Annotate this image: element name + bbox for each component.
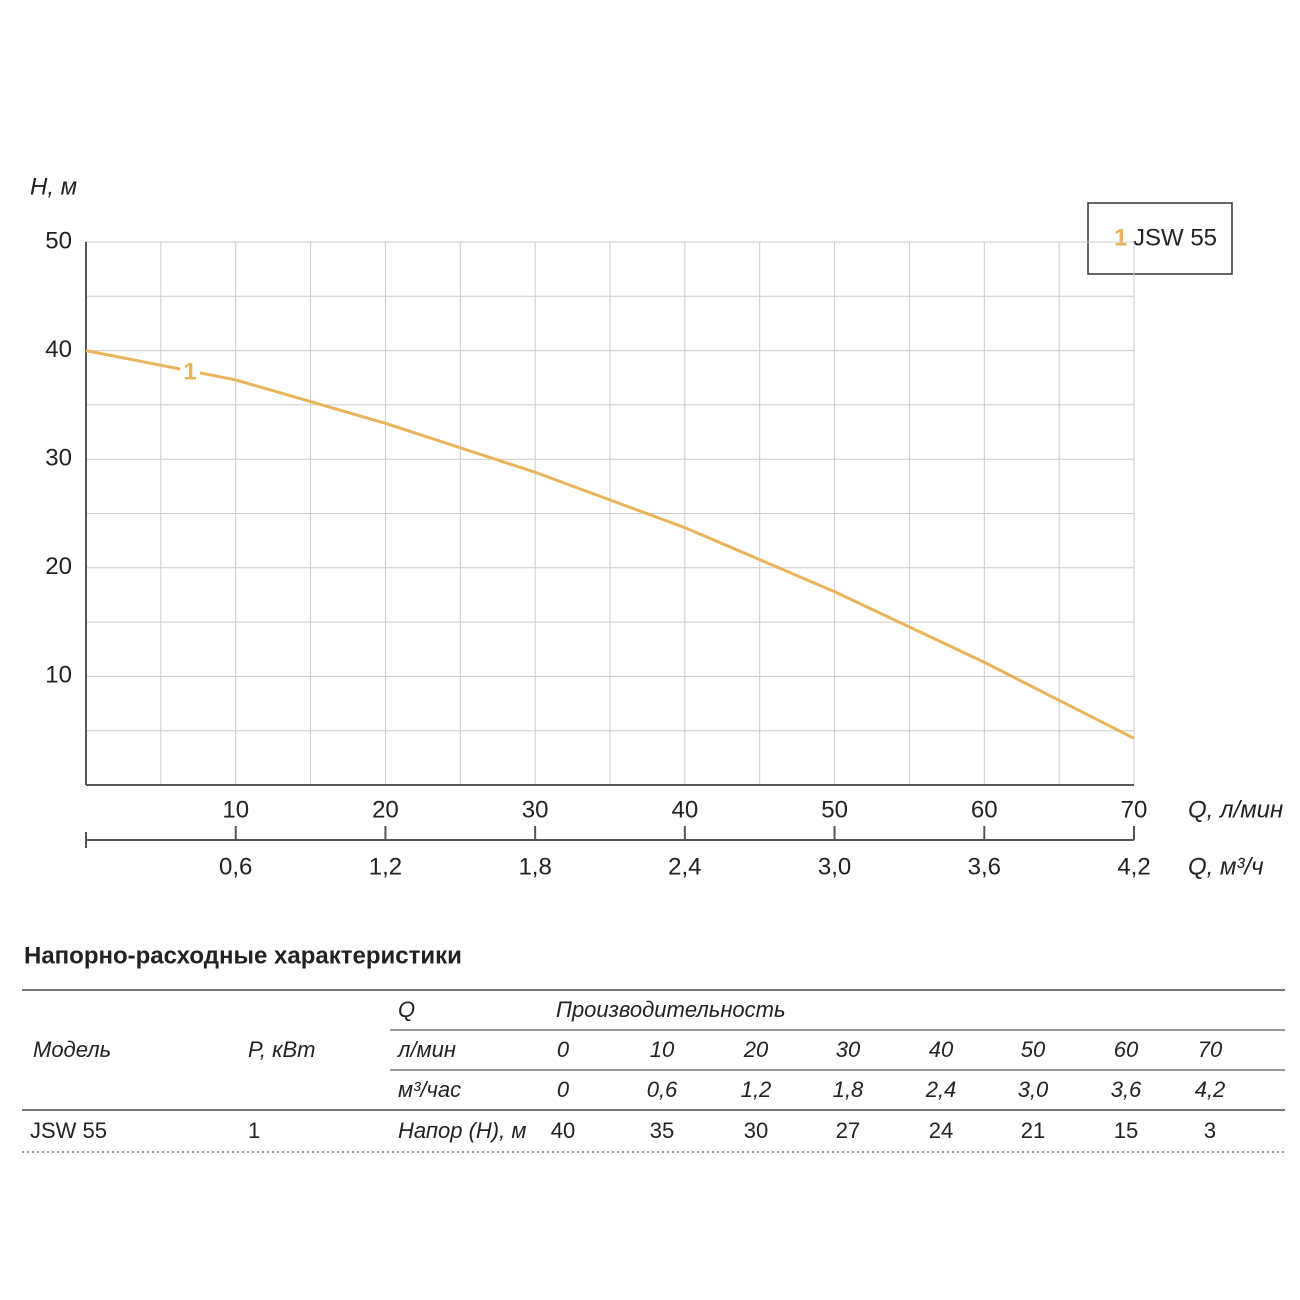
table-cell: 0 (557, 1037, 570, 1062)
x-tick-label: 60 (971, 796, 998, 823)
table-cell: 0 (557, 1077, 570, 1102)
x-tick-label: 40 (672, 796, 699, 823)
table-cell: 40 (551, 1118, 575, 1143)
table-cell: 3,6 (1111, 1077, 1142, 1102)
table-cell: 20 (743, 1037, 769, 1062)
y-axis-label: H, м (30, 173, 77, 200)
legend-label: JSW 55 (1133, 224, 1217, 251)
table-cell: 24 (929, 1118, 953, 1143)
table-cell: 27 (836, 1118, 860, 1143)
table-cell: 2,4 (925, 1077, 957, 1102)
x2-tick-label: 0,6 (219, 853, 252, 880)
table-cell: 3,0 (1018, 1077, 1049, 1102)
table-title: Напорно-расходные характеристики (24, 942, 462, 969)
table-cell: 50 (1021, 1037, 1046, 1062)
curve-label: 1 (183, 358, 196, 385)
table-cell: 30 (744, 1118, 768, 1143)
table-cell: 60 (1114, 1037, 1139, 1062)
legend-marker: 1 (1114, 224, 1127, 251)
table-cell: 70 (1198, 1037, 1223, 1062)
x-axis-label: Q, л/мин (1188, 796, 1283, 823)
table-header: м³/час (398, 1077, 461, 1102)
x-tick-label: 70 (1121, 796, 1148, 823)
table-cell: 15 (1114, 1118, 1138, 1143)
table-cell: 35 (650, 1118, 674, 1143)
table-header: Модель (33, 1037, 111, 1062)
table-cell: 1,8 (833, 1077, 864, 1102)
x-tick-label: 10 (222, 796, 249, 823)
y-tick-label: 40 (45, 336, 72, 363)
table-cell: Напор (Н), м (398, 1118, 526, 1143)
y-tick-label: 10 (45, 662, 72, 689)
x2-tick-label: 3,6 (968, 853, 1001, 880)
x-tick-label: 20 (372, 796, 399, 823)
table-cell: JSW 55 (30, 1118, 107, 1143)
table-cell: 40 (929, 1037, 954, 1062)
table-cell: 3 (1204, 1118, 1216, 1143)
y-tick-label: 50 (45, 227, 72, 254)
legend-box (1087, 202, 1233, 275)
table-cell: 0,6 (647, 1077, 678, 1102)
y-tick-label: 20 (45, 553, 72, 580)
table-header: P, кВт (248, 1037, 315, 1062)
y-tick-label: 30 (45, 445, 72, 472)
table-cell: 1 (248, 1118, 260, 1143)
x2-axis-label: Q, м³/ч (1188, 853, 1264, 880)
table-header: л/мин (396, 1037, 456, 1062)
table-header: Производительность (556, 997, 786, 1022)
x-tick-label: 50 (821, 796, 848, 823)
curve (85, 349, 1135, 740)
table-cell: 30 (836, 1037, 861, 1062)
table-cell: 1,2 (741, 1077, 772, 1102)
x2-tick-label: 3,0 (818, 853, 851, 880)
x-tick-label: 30 (522, 796, 549, 823)
table-cell: 10 (650, 1037, 675, 1062)
curve-label-bg (180, 360, 200, 384)
x2-tick-label: 1,8 (518, 853, 551, 880)
x2-tick-label: 2,4 (668, 853, 701, 880)
x2-tick-label: 4,2 (1117, 853, 1150, 880)
table-header: Q (398, 997, 415, 1022)
x2-tick-label: 1,2 (369, 853, 402, 880)
table-cell: 21 (1021, 1118, 1045, 1143)
table-cell: 4,2 (1195, 1077, 1226, 1102)
